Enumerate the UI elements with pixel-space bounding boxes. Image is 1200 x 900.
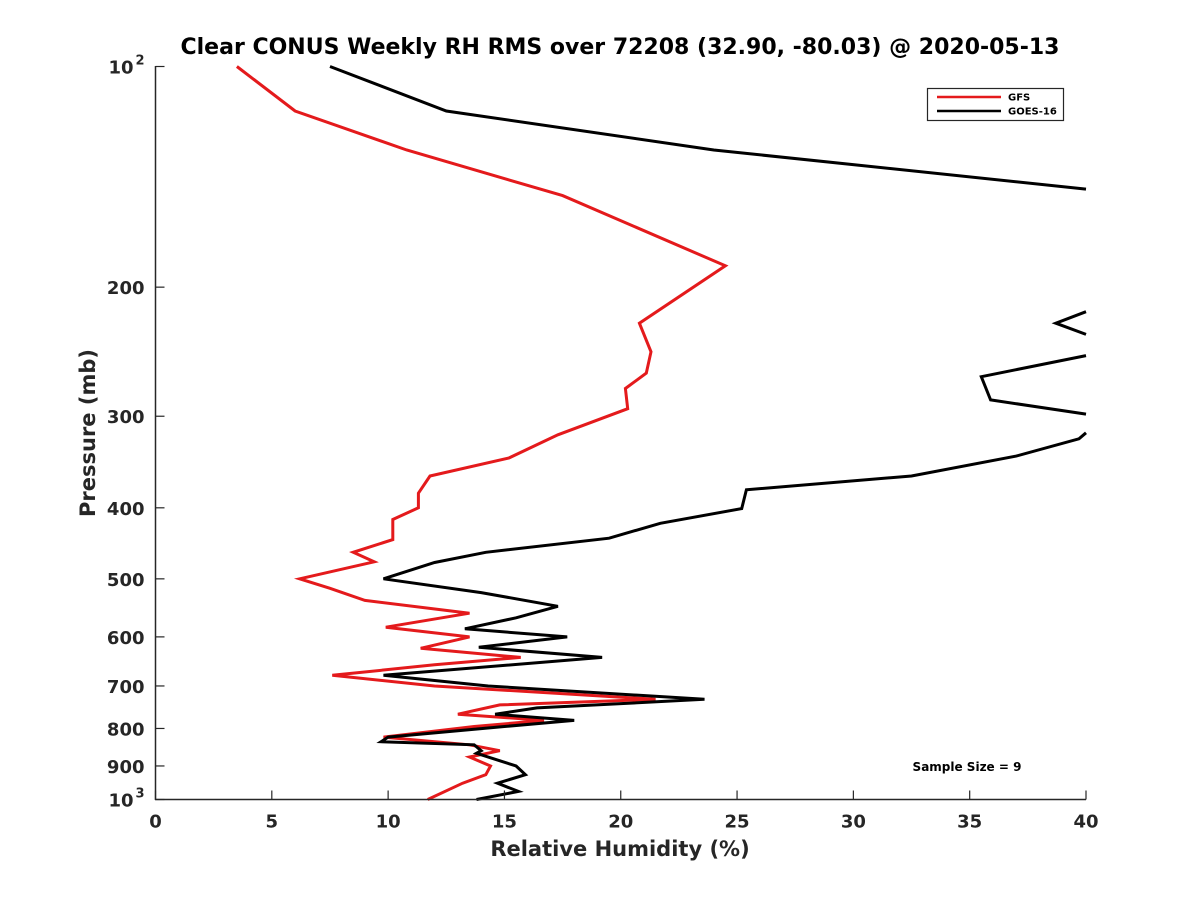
- x-tick-label: 0: [149, 812, 162, 833]
- series-line-goes-16: [329, 65, 1087, 801]
- x-tick-label: 40: [1073, 812, 1098, 833]
- y-tick-label: 800: [107, 719, 145, 740]
- x-tick-label: 5: [266, 812, 279, 833]
- y-tick-label: 900: [107, 757, 145, 778]
- y-axis-label: Pressure (mb): [76, 349, 100, 517]
- y-tick-label: 700: [107, 677, 145, 698]
- legend-label-goes-16: GOES-16: [1008, 107, 1057, 118]
- y-tick-label-exponent: 2: [135, 54, 144, 69]
- y-tick-label: 10: [108, 791, 133, 812]
- sample-size-annotation: Sample Size = 9: [913, 760, 1022, 774]
- y-tick-label: 400: [107, 499, 145, 520]
- y-tick-label: 10: [108, 58, 133, 79]
- x-tick-label: 10: [376, 812, 401, 833]
- x-tick-label: 20: [608, 812, 633, 833]
- legend: GFS GOES-16: [926, 87, 1065, 122]
- x-axis-ticks: 0 5 10 15 20 25 30 35 40: [149, 790, 1099, 833]
- y-tick-label-exponent: 3: [135, 787, 144, 802]
- x-axis-label: Relative Humidity (%): [490, 837, 749, 861]
- y-tick-label: 500: [107, 570, 145, 591]
- legend-box: [926, 87, 1065, 122]
- plot-area-frame: [156, 67, 1086, 800]
- y-tick-label: 200: [107, 278, 145, 299]
- x-tick-label: 35: [957, 812, 982, 833]
- series-line-gfs: [235, 65, 729, 801]
- x-tick-label: 15: [492, 812, 517, 833]
- chart-title: Clear CONUS Weekly RH RMS over 72208 (32…: [181, 35, 1060, 60]
- y-tick-label: 600: [107, 628, 145, 649]
- x-tick-label: 25: [725, 812, 750, 833]
- series-layer: [235, 65, 1087, 801]
- legend-label-gfs: GFS: [1008, 93, 1030, 104]
- y-tick-label: 300: [107, 407, 145, 428]
- x-tick-label: 30: [841, 812, 866, 833]
